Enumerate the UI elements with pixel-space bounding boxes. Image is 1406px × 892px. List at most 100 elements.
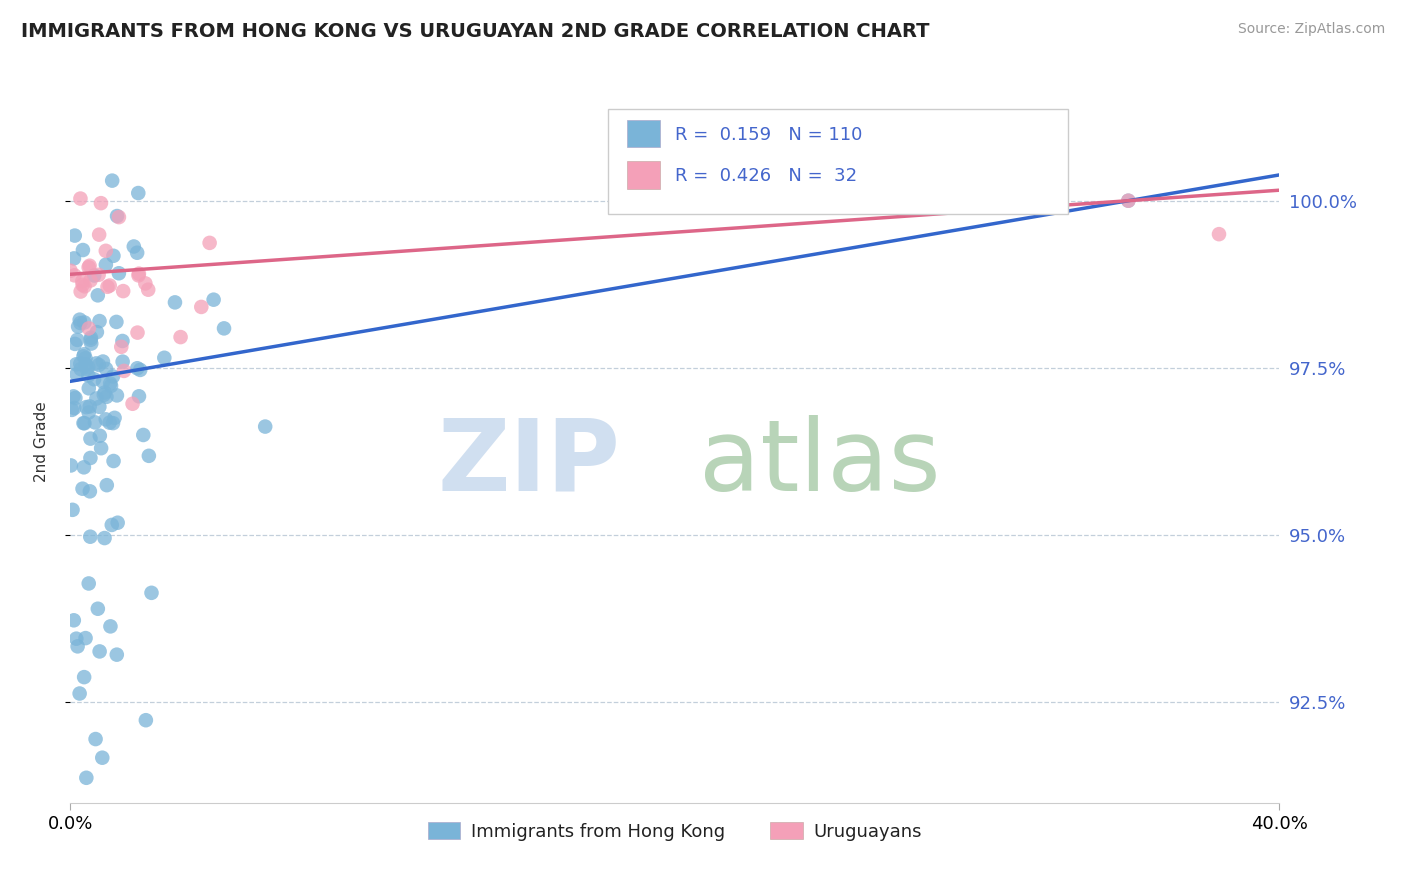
Point	[67, 319, 90, 334]
Point	[134, 277, 156, 291]
Point	[100, 379, 122, 393]
Point	[69, 362, 91, 376]
Text: IMMIGRANTS FROM HONG KONG VS URUGUAYAN 2ND GRADE CORRELATION CHART: IMMIGRANTS FROM HONG KONG VS URUGUAYAN 2…	[21, 22, 929, 41]
Point	[98, 278, 121, 293]
Point	[202, 293, 225, 307]
Point	[62, 503, 84, 517]
Point	[72, 482, 94, 496]
Point	[107, 516, 129, 530]
Point	[84, 356, 107, 370]
Text: R =  0.159   N = 110: R = 0.159 N = 110	[675, 126, 862, 144]
Point	[103, 410, 125, 425]
Point	[75, 771, 97, 785]
Point	[65, 368, 87, 382]
Point	[198, 235, 221, 250]
Point	[121, 397, 143, 411]
Point	[73, 670, 96, 684]
Point	[77, 381, 100, 395]
Point	[91, 354, 114, 368]
Point	[73, 316, 96, 330]
Point	[62, 613, 84, 627]
Point	[79, 450, 101, 465]
Point	[101, 369, 124, 384]
Point	[62, 389, 84, 403]
Point	[79, 400, 101, 414]
Point	[105, 315, 128, 329]
Point	[84, 732, 107, 747]
Point	[122, 239, 145, 253]
Point	[75, 631, 97, 645]
Point	[73, 279, 96, 293]
Point	[72, 349, 94, 363]
Bar	[627, 120, 661, 147]
Point	[87, 601, 110, 615]
Point	[65, 632, 87, 646]
Point	[112, 364, 135, 378]
Point	[73, 416, 96, 430]
Point	[76, 362, 98, 376]
Point	[77, 368, 100, 383]
Point	[72, 277, 94, 292]
Point	[128, 267, 150, 281]
Point	[90, 196, 112, 211]
Point	[79, 530, 101, 544]
Point	[83, 268, 105, 283]
Point	[94, 258, 117, 272]
Point	[190, 300, 212, 314]
Point	[96, 390, 118, 404]
Point	[63, 252, 86, 266]
Point	[72, 416, 94, 430]
Point	[169, 330, 191, 344]
Point	[93, 531, 115, 545]
Point	[129, 363, 152, 377]
Point	[63, 268, 86, 283]
Point	[89, 644, 111, 658]
Point	[91, 375, 114, 389]
Point	[77, 321, 100, 335]
Point	[141, 586, 163, 600]
Point	[69, 192, 91, 206]
Point	[127, 326, 149, 340]
Point	[105, 388, 128, 402]
Point	[75, 400, 97, 414]
Point	[96, 478, 118, 492]
Point	[59, 264, 82, 278]
Point	[128, 389, 150, 403]
Point	[101, 416, 124, 430]
Point	[127, 361, 149, 376]
Point	[98, 416, 121, 430]
Point	[1208, 227, 1230, 241]
Point	[86, 325, 108, 339]
Point	[89, 314, 111, 328]
Point	[69, 285, 91, 299]
Point	[80, 331, 103, 345]
Point	[59, 458, 82, 473]
Point	[94, 244, 117, 258]
Point	[87, 288, 110, 302]
Point	[80, 333, 103, 347]
Point	[153, 351, 176, 365]
Text: ZIP: ZIP	[437, 415, 620, 512]
Point	[212, 321, 235, 335]
Point	[75, 357, 97, 371]
FancyBboxPatch shape	[609, 109, 1069, 214]
Y-axis label: 2nd Grade: 2nd Grade	[35, 401, 49, 482]
Point	[80, 336, 103, 351]
Point	[136, 283, 159, 297]
Point	[89, 227, 111, 242]
Point	[94, 362, 117, 376]
Point	[100, 619, 122, 633]
Point	[69, 316, 91, 330]
Point	[98, 376, 121, 391]
Bar	[627, 161, 661, 189]
Point	[65, 391, 87, 405]
Point	[135, 713, 157, 727]
Point	[72, 274, 94, 288]
Legend: Immigrants from Hong Kong, Uruguayans: Immigrants from Hong Kong, Uruguayans	[420, 815, 929, 848]
Point	[77, 405, 100, 419]
Point	[1118, 194, 1140, 208]
Text: R =  0.426   N =  32: R = 0.426 N = 32	[675, 167, 858, 185]
Point	[79, 273, 101, 287]
Point	[79, 432, 101, 446]
Point	[89, 429, 111, 443]
